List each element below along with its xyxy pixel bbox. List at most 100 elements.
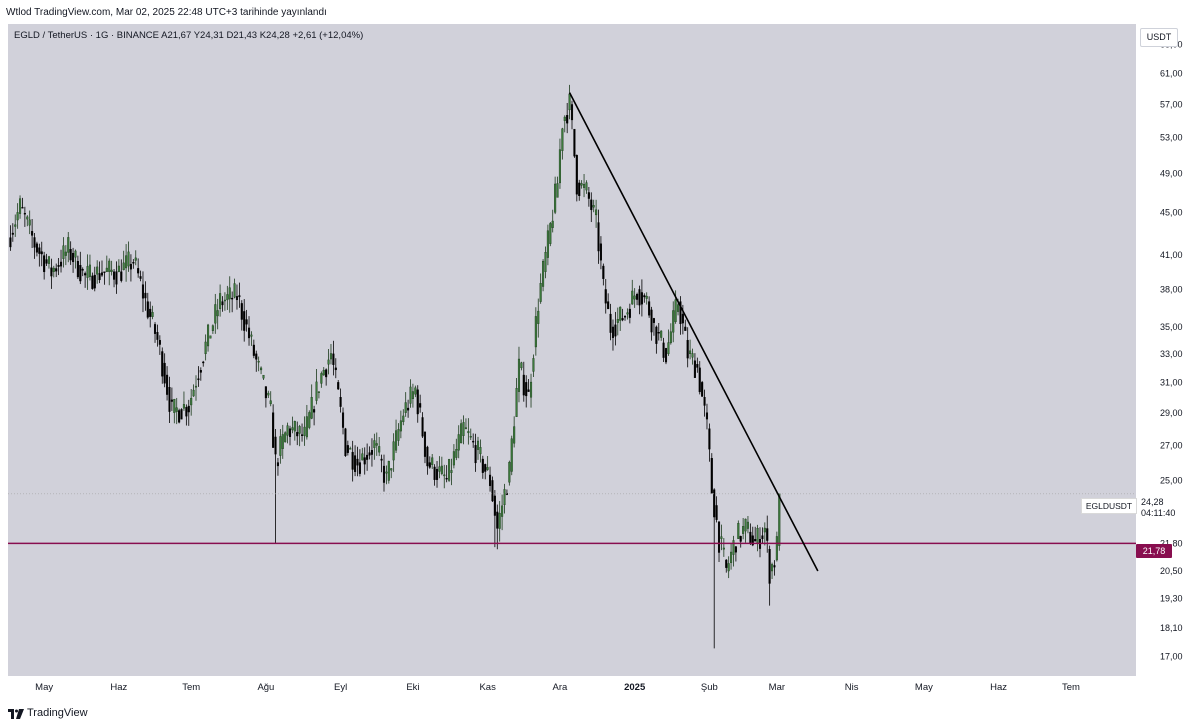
candle (402, 409, 405, 426)
candle (93, 266, 96, 292)
candle (525, 375, 528, 408)
candle (113, 268, 116, 288)
chart-area[interactable]: EGLD / TetherUS · 1G · BINANCE A21,67 Y2… (8, 24, 1136, 676)
candle (378, 437, 381, 457)
candle (595, 199, 598, 228)
candle (529, 373, 533, 408)
time-tick-label: Tem (182, 682, 200, 693)
candle (315, 368, 318, 405)
price-tick-label: 57,00 (1160, 99, 1183, 109)
candle (645, 292, 648, 305)
candle (684, 319, 687, 331)
candle (462, 415, 465, 445)
candle (156, 324, 159, 347)
candle (144, 281, 147, 311)
candle (368, 446, 371, 460)
candle (260, 366, 263, 375)
candle (247, 316, 251, 346)
candle (240, 300, 243, 331)
candle (366, 443, 369, 471)
candle (269, 391, 272, 407)
candle (194, 375, 198, 401)
candle (288, 425, 292, 446)
candle (305, 404, 308, 440)
candle (737, 520, 740, 539)
downtrend-line[interactable] (568, 92, 819, 572)
candle (607, 293, 610, 310)
candle (696, 357, 699, 373)
time-axis[interactable]: May Haz Tem Ağu Eyl Eki Kas Ara 2025 Şub Mar Nis May… (0, 676, 1136, 698)
candle (556, 176, 559, 198)
price-chart[interactable] (8, 24, 1136, 676)
time-tick-label: Ara (553, 682, 569, 693)
candle (192, 384, 195, 397)
price-axis[interactable]: 17,00 18,10 19,30 20,50 21,80 25,00 27,00 29,00… (1136, 24, 1200, 676)
candle (431, 454, 434, 469)
candle (440, 456, 443, 476)
candle (339, 388, 342, 413)
candle (211, 324, 214, 334)
candle (329, 344, 333, 365)
candle (332, 340, 335, 376)
candle (486, 456, 489, 471)
price-tick-label: 20,50 (1160, 566, 1183, 576)
candle (469, 428, 472, 440)
candle (59, 249, 63, 273)
candle (173, 398, 176, 424)
candle (327, 348, 330, 375)
time-tick-label: Eki (406, 682, 419, 693)
candle (16, 203, 19, 229)
candle (43, 251, 46, 280)
candle (344, 427, 347, 457)
candle (127, 241, 130, 272)
candle (370, 438, 373, 467)
candle (207, 323, 210, 352)
candle (686, 327, 689, 368)
candle (69, 241, 72, 265)
candle (476, 436, 480, 460)
footer: TradingView (0, 700, 1200, 728)
candle (703, 389, 706, 417)
time-tick-label: Nis (845, 682, 859, 693)
candle (197, 366, 200, 387)
candle (650, 306, 653, 341)
price-tick-label: 29,00 (1160, 408, 1183, 418)
published-note: Wtlod TradingView.com, Mar 02, 2025 22:4… (6, 7, 327, 18)
candle (551, 209, 554, 233)
candle (231, 291, 234, 313)
candle (438, 456, 441, 479)
candle (308, 410, 311, 430)
time-tick-label: Mar (769, 682, 785, 693)
symbol-legend[interactable]: EGLD / TetherUS · 1G · BINANCE A21,67 Y2… (14, 30, 364, 41)
candle (363, 447, 366, 475)
candle (652, 317, 655, 336)
candle (660, 330, 663, 341)
candle (303, 416, 306, 446)
candle (158, 335, 161, 355)
candle (602, 263, 605, 286)
candle (517, 346, 521, 403)
candle (337, 379, 340, 390)
candle (498, 501, 501, 542)
candle (527, 379, 530, 392)
candle (604, 279, 607, 314)
candle (322, 367, 325, 376)
price-tick-label: 41,00 (1160, 250, 1183, 260)
candle (334, 358, 337, 379)
candle (146, 292, 149, 320)
candle (250, 331, 253, 346)
candle (643, 293, 646, 303)
candle (293, 420, 296, 441)
candle (450, 458, 453, 486)
candle (76, 255, 79, 280)
candle (397, 423, 400, 446)
candle (387, 460, 390, 484)
candle (575, 154, 578, 202)
candle (592, 199, 595, 213)
currency-button[interactable]: USDT (1140, 28, 1178, 47)
time-tick-label: May (35, 682, 53, 693)
candle (57, 258, 60, 276)
candle (182, 391, 185, 411)
candle (621, 308, 624, 322)
candle (460, 419, 463, 444)
